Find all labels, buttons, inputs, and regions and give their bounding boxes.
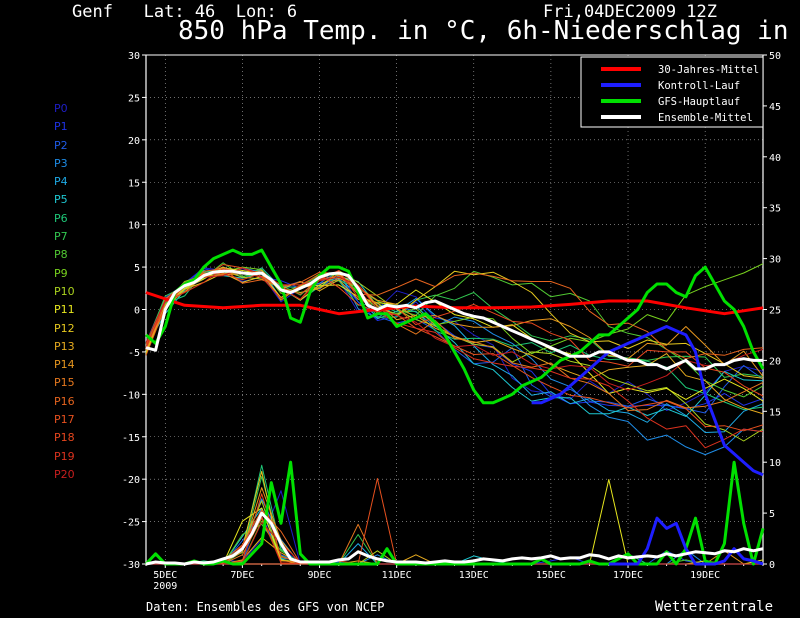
credit-label: Wetterzentrale xyxy=(655,599,774,615)
member-label-p16: P16 xyxy=(54,394,75,408)
precip-line-ensemble-mittel xyxy=(145,511,764,566)
y-right-tick-label: 5 xyxy=(769,509,775,520)
x-tick-label: 17DEC xyxy=(613,570,643,581)
member-label-p9: P9 xyxy=(54,266,68,280)
member-label-p10: P10 xyxy=(54,284,75,298)
legend-label: 30-Jahres-Mittel xyxy=(658,64,759,76)
member-label-p0: P0 xyxy=(54,102,68,115)
temp-member-line-p4 xyxy=(145,267,764,433)
run-datetime: Fri,04DEC2009 12Z xyxy=(543,2,717,22)
temp-member-line-p8 xyxy=(145,262,764,398)
y-right-tick-label: 0 xyxy=(769,560,775,571)
y-left-tick-label: 25 xyxy=(128,93,140,104)
member-label-p3: P3 xyxy=(54,156,68,170)
temp-member-line-p17 xyxy=(145,264,764,432)
temp-member-line-p20 xyxy=(145,267,764,391)
member-label-p19: P19 xyxy=(54,449,75,463)
legend-label: Kontroll-Lauf xyxy=(658,80,740,92)
x-tick-label: 19DEC xyxy=(690,570,720,581)
y-right-tick-label: 45 xyxy=(769,102,781,113)
y-right-tick-label: 30 xyxy=(769,255,781,266)
data-source-note: Daten: Ensembles des GFS von NCEP xyxy=(146,600,385,614)
y-left-tick-label: 10 xyxy=(128,221,140,232)
x-tick-label: 7DEC xyxy=(230,570,254,581)
temp-member-line-p5 xyxy=(145,273,764,417)
y-right-tick-label: 20 xyxy=(769,356,781,367)
y-left-tick-label: 30 xyxy=(128,51,140,62)
y-left-tick-label: 0 xyxy=(134,306,140,317)
x-tick-label: 9DEC xyxy=(307,570,331,581)
y-left-tick-label: -20 xyxy=(122,475,140,486)
y-right-tick-label: 50 xyxy=(769,51,781,62)
precip-line-gfs-hauptlauf xyxy=(144,460,765,566)
member-label-p6: P6 xyxy=(54,211,68,225)
ensemble-member-list: P0 P1 P2 P3 P4 P5 P6 P7 P8 P9 P10 P11 P12 P13 P14 P15 P1… xyxy=(54,100,75,484)
temp-line-ensemble-mittel xyxy=(145,269,763,371)
y-left-tick-label: 15 xyxy=(128,178,140,189)
temp-member-line-p7 xyxy=(145,267,764,378)
x-tick-label: 5DEC xyxy=(153,570,177,581)
member-label-p8: P8 xyxy=(54,248,68,262)
y-left-tick-label: -5 xyxy=(128,348,140,359)
y-right-tick-label: 15 xyxy=(769,407,781,418)
temp-member-line-p11 xyxy=(145,267,764,402)
temp-member-line-p10 xyxy=(145,270,764,442)
temp-line-gfs-hauptlauf xyxy=(145,248,765,405)
y-left-tick-label: -30 xyxy=(122,560,140,571)
x-tick-label: 11DEC xyxy=(382,570,412,581)
y-left-tick-label: 20 xyxy=(128,136,140,147)
legend-label: GFS-Hauptlauf xyxy=(658,96,740,108)
legend-label: Ensemble-Mittel xyxy=(658,112,753,124)
y-left-tick-label: -25 xyxy=(122,518,140,529)
member-label-p7: P7 xyxy=(54,230,68,244)
y-left-tick-label: -10 xyxy=(122,390,140,401)
y-right-tick-label: 10 xyxy=(769,458,781,469)
member-label-p17: P17 xyxy=(54,413,75,427)
x-tick-sublabel: 2009 xyxy=(153,581,177,592)
member-label-p15: P15 xyxy=(54,376,75,390)
y-left-tick-label: 5 xyxy=(134,263,140,274)
temp-member-line-p18 xyxy=(145,272,764,397)
x-tick-label: 15DEC xyxy=(536,570,566,581)
member-label-p4: P4 xyxy=(54,175,68,189)
chart-title: 850 hPa Temp. in °C, 6h-Niederschlag in … xyxy=(178,16,800,46)
x-tick-label: 13DEC xyxy=(459,570,489,581)
member-label-p2: P2 xyxy=(54,138,68,152)
temp-line-kontroll-lauf xyxy=(531,325,764,477)
member-label-p20: P20 xyxy=(54,467,75,481)
temp-line-30-jahres-mittel xyxy=(145,291,764,316)
member-label-p18: P18 xyxy=(54,431,75,445)
location-label: Genf Lat: 46 Lon: 6 xyxy=(72,2,298,22)
temp-member-line-p9 xyxy=(145,263,764,355)
temp-member-line-p16 xyxy=(145,268,764,360)
temp-member-line-p3 xyxy=(145,266,764,456)
y-right-tick-label: 40 xyxy=(769,153,781,164)
member-label-p11: P11 xyxy=(54,303,75,317)
member-label-p5: P5 xyxy=(54,193,68,207)
y-right-tick-label: 25 xyxy=(769,306,781,317)
y-right-tick-label: 35 xyxy=(769,204,781,215)
member-label-p13: P13 xyxy=(54,339,75,353)
member-label-p1: P1 xyxy=(54,120,68,134)
y-left-tick-label: -15 xyxy=(122,433,140,444)
member-label-p14: P14 xyxy=(54,358,75,372)
member-label-p12: P12 xyxy=(54,321,75,335)
